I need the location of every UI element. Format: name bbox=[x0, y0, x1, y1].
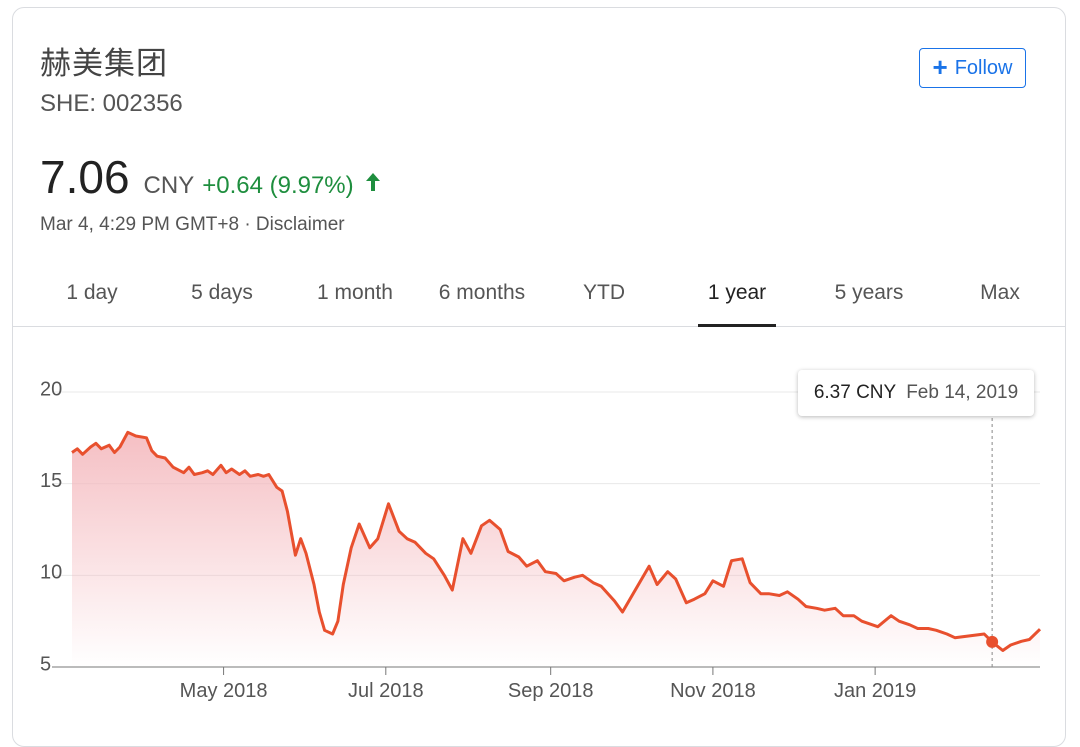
y-tick-label: 5 bbox=[40, 653, 51, 675]
price-row: 7.06 CNY +0.64 (9.97%) bbox=[40, 150, 382, 210]
follow-label: Follow bbox=[954, 56, 1013, 79]
range-tabs: 1 day 5 days 1 month 6 months YTD 1 year… bbox=[13, 260, 1066, 327]
stock-currency: CNY bbox=[143, 172, 195, 199]
x-tick-label: Nov 2018 bbox=[670, 680, 756, 702]
follow-button[interactable]: + Follow bbox=[919, 48, 1026, 88]
tab-1-month[interactable]: 1 month bbox=[317, 281, 393, 304]
y-axis-labels: 5 10 15 20 bbox=[40, 378, 62, 675]
price-timestamp: Mar 4, 4:29 PM GMT+8 · Disclaimer bbox=[40, 214, 345, 235]
price-line bbox=[71, 430, 1042, 652]
tab-1-year[interactable]: 1 year bbox=[698, 260, 776, 327]
arrow-up-icon bbox=[365, 173, 380, 191]
y-tick-label: 10 bbox=[40, 562, 62, 584]
price-chart[interactable]: 5 10 15 20 May 2018 Jul 2018 Sep 2018 Nov 2018… bbox=[0, 326, 1080, 711]
tab-1-day[interactable]: 1 day bbox=[66, 281, 118, 304]
x-tick-label: May 2018 bbox=[180, 680, 268, 702]
tooltip-date: Feb 14, 2019 bbox=[906, 382, 1019, 403]
x-axis-labels: May 2018 Jul 2018 Sep 2018 Nov 2018 Jan 2019 bbox=[180, 667, 916, 702]
stock-price: 7.06 bbox=[40, 151, 130, 203]
tab-6-months[interactable]: 6 months bbox=[438, 281, 526, 304]
plus-icon: + bbox=[932, 52, 948, 82]
tab-max[interactable]: Max bbox=[980, 281, 1020, 304]
x-tick-label: Sep 2018 bbox=[508, 680, 594, 702]
tooltip-value: 6.37 CNY bbox=[813, 382, 897, 403]
x-tick-label: Jul 2018 bbox=[348, 680, 424, 702]
price-tooltip: 6.37 CNY Feb 14, 2019 bbox=[798, 370, 1034, 416]
x-tick-label: Jan 2019 bbox=[834, 680, 916, 702]
tab-5-days[interactable]: 5 days bbox=[191, 281, 253, 304]
tab-ytd[interactable]: YTD bbox=[583, 281, 625, 304]
price-change: +0.64 (9.97%) bbox=[202, 172, 354, 199]
y-tick-label: 15 bbox=[40, 470, 62, 492]
stock-ticker: SHE: 002356 bbox=[40, 90, 183, 117]
price-area bbox=[72, 432, 1040, 667]
stock-name: 赫美集团 bbox=[40, 46, 168, 82]
y-tick-label: 20 bbox=[40, 378, 62, 400]
tab-5-years[interactable]: 5 years bbox=[834, 281, 904, 304]
hover-point bbox=[986, 635, 999, 648]
